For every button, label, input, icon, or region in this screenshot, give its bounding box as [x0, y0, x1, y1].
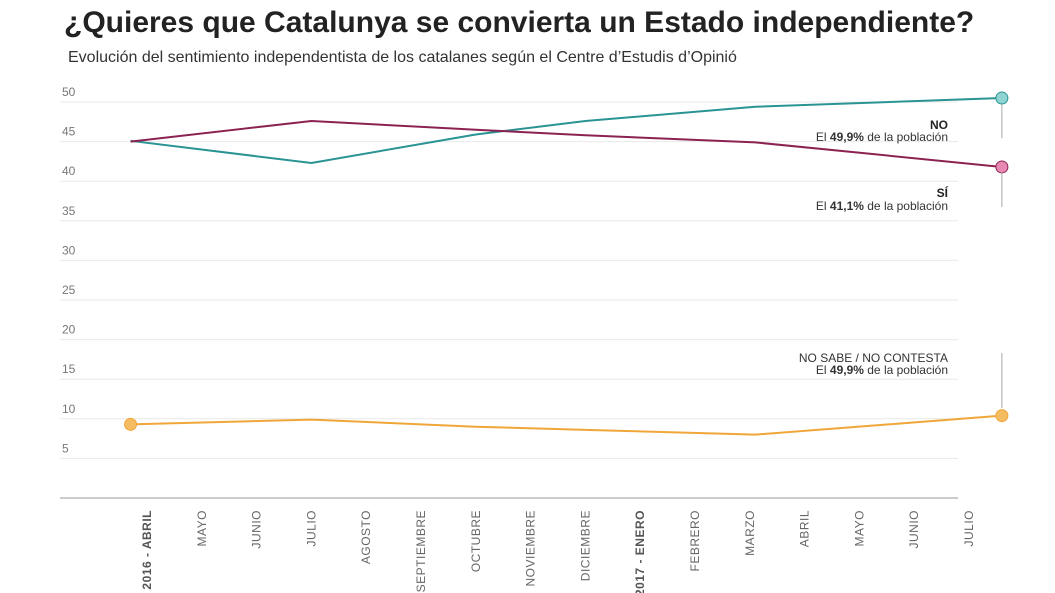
y-tick-label: 30	[62, 243, 76, 257]
x-tick-label: SEPTIEMBRE	[414, 510, 428, 592]
point-marker	[995, 160, 1009, 174]
gridlines	[60, 101, 958, 459]
annotation-value: 49,9%	[830, 130, 864, 144]
y-tick-label: 40	[62, 164, 76, 178]
annotation-text-si: El 41,1% de la población	[816, 199, 948, 213]
x-tick-label: JULIO	[304, 510, 318, 547]
annotation-suffix: de la población	[864, 363, 948, 377]
series-lines	[124, 91, 1009, 436]
y-tick-label: 15	[62, 362, 76, 376]
y-tick-label: 35	[62, 204, 76, 218]
point-marker	[995, 409, 1009, 423]
x-axis-ticks: 2016 - ABRIL MAYO JUNIO JULIO AGOSTO SEPTIEMB…	[140, 510, 976, 593]
annotation-prefix: El	[816, 199, 830, 213]
x-tick-label: MAYO	[195, 510, 209, 546]
x-tick-label: AGOSTO	[359, 510, 373, 564]
y-tick-label: 45	[62, 125, 76, 139]
x-tick-label: 2017 - ENERO	[633, 510, 647, 593]
series-line-no	[130, 97, 1002, 164]
annotation-suffix: de la población	[864, 130, 948, 144]
y-tick-label: 25	[62, 283, 76, 297]
series-line-si	[130, 120, 1002, 168]
y-axis-ticks: 5 10 15 20 25 30 35 40 45 50	[62, 85, 76, 455]
x-tick-label: NOVIEMBRE	[524, 510, 538, 587]
annotation-prefix: El	[816, 363, 830, 377]
x-tick-label: OCTUBRE	[469, 510, 483, 572]
series-line-nsnc	[130, 414, 1002, 436]
x-tick-label: JUNIO	[907, 510, 921, 549]
chart-subtitle: Evolución del sentimiento independentist…	[68, 49, 737, 66]
annotation-title-si: SÍ	[937, 185, 949, 200]
x-tick-label: JULIO	[962, 510, 976, 547]
y-tick-label: 50	[62, 85, 76, 99]
annotation-text-no: El 49,9% de la población	[816, 130, 948, 144]
y-tick-label: 20	[62, 323, 76, 337]
y-tick-label: 5	[62, 441, 69, 455]
annotation-value: 41,1%	[830, 199, 864, 213]
y-tick-label: 10	[62, 402, 76, 416]
annotation-value: 49,9%	[830, 363, 864, 377]
annotation-suffix: de la población	[864, 199, 948, 213]
x-tick-label: MAYO	[852, 510, 866, 546]
x-tick-label: 2016 - ABRIL	[140, 510, 154, 590]
annotation-text-nsnc: El 49,9% de la población	[816, 363, 948, 377]
x-tick-label: MARZO	[743, 510, 757, 556]
x-tick-label: DICIEMBRE	[578, 510, 592, 581]
chart-title: ¿Quieres que Catalunya se convierta un E…	[64, 6, 975, 39]
annotation-title-nsnc: NO SABE / NO CONTESTA	[799, 351, 948, 365]
x-tick-label: ABRIL	[798, 510, 812, 547]
point-marker	[995, 91, 1009, 105]
point-marker	[124, 417, 138, 431]
x-tick-label: JUNIO	[250, 510, 264, 549]
annotation-title-no: NO	[930, 118, 948, 132]
x-tick-label: FEBRERO	[688, 510, 702, 572]
annotation-prefix: El	[816, 130, 830, 144]
